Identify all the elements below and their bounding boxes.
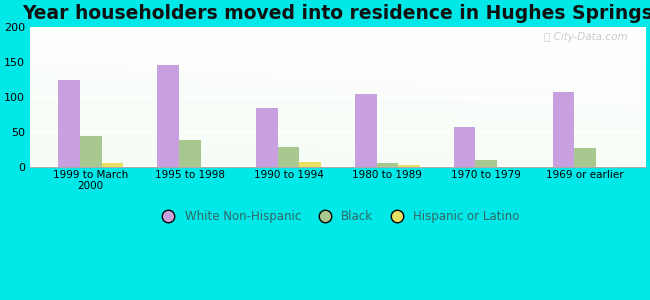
Bar xyxy=(355,94,376,167)
Text: ⓘ City-Data.com: ⓘ City-Data.com xyxy=(544,32,627,42)
Bar xyxy=(278,147,300,167)
Bar xyxy=(475,160,497,167)
Bar xyxy=(256,108,278,167)
Legend: White Non-Hispanic, Black, Hispanic or Latino: White Non-Hispanic, Black, Hispanic or L… xyxy=(151,206,525,228)
Bar xyxy=(552,92,575,167)
Bar xyxy=(58,80,80,167)
Bar xyxy=(575,148,596,167)
Bar xyxy=(398,165,420,167)
Title: Year householders moved into residence in Hughes Springs: Year householders moved into residence i… xyxy=(23,4,650,23)
Bar xyxy=(376,163,398,167)
Bar xyxy=(101,163,124,167)
Bar xyxy=(157,65,179,167)
Bar xyxy=(80,136,101,167)
Bar xyxy=(454,127,475,167)
Bar xyxy=(179,140,201,167)
Bar xyxy=(300,162,321,167)
